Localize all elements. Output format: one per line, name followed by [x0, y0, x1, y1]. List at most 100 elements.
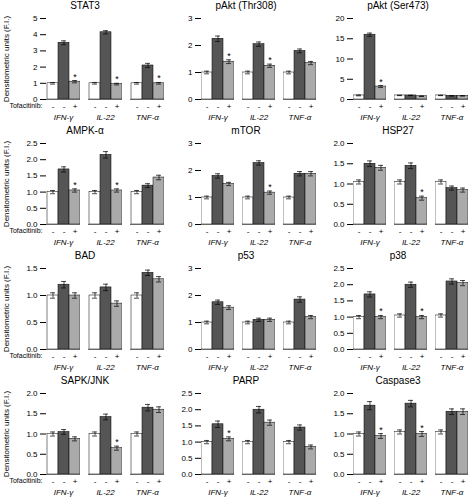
svg-text:+: +: [379, 102, 384, 111]
svg-text:1.0: 1.0: [333, 180, 345, 189]
svg-text:-: -: [440, 102, 443, 111]
svg-text:+: +: [115, 227, 120, 236]
svg-text:1.5: 1.5: [26, 264, 38, 273]
svg-text:0.0: 0.0: [181, 470, 193, 479]
svg-text:1.0: 1.0: [26, 188, 38, 197]
svg-text:Densitometric units (F.I.): Densitometric units (F.I.): [2, 16, 11, 103]
svg-text:*: *: [73, 180, 77, 190]
svg-text:+: +: [420, 227, 425, 236]
svg-text:10: 10: [336, 55, 345, 64]
svg-text:0.5: 0.5: [26, 318, 38, 327]
svg-text:-: -: [52, 227, 55, 236]
svg-text:IL-22: IL-22: [96, 363, 115, 372]
svg-text:0.5: 0.5: [181, 454, 193, 463]
svg-text:-: -: [288, 227, 291, 236]
svg-text:2.0: 2.0: [26, 389, 38, 398]
svg-text:TNF-α: TNF-α: [289, 363, 312, 372]
svg-text:3: 3: [33, 46, 38, 55]
svg-text:*: *: [227, 51, 231, 61]
svg-text:-: -: [258, 477, 261, 486]
svg-text:0: 0: [188, 345, 193, 354]
svg-text:2: 2: [188, 166, 193, 175]
svg-text:1.5: 1.5: [26, 171, 38, 180]
svg-text:0.0: 0.0: [333, 345, 345, 354]
svg-text:-: -: [410, 102, 413, 111]
svg-text:-: -: [94, 477, 97, 486]
svg-text:TNF-α: TNF-α: [441, 488, 464, 497]
svg-text:3: 3: [188, 139, 193, 148]
svg-text:Tofacitinib:: Tofacitinib:: [9, 477, 42, 484]
svg-text:IFN-γ: IFN-γ: [208, 363, 229, 372]
svg-text:15: 15: [336, 34, 345, 43]
svg-text:-: -: [299, 227, 302, 236]
svg-text:-: -: [440, 227, 443, 236]
svg-text:IFN-γ: IFN-γ: [208, 238, 229, 247]
svg-text:+: +: [309, 477, 314, 486]
svg-text:0.5: 0.5: [26, 450, 38, 459]
svg-text:1.0: 1.0: [333, 313, 345, 322]
svg-text:+: +: [227, 227, 232, 236]
svg-text:2.0: 2.0: [181, 405, 193, 414]
svg-text:Tofacitinib:: Tofacitinib:: [9, 352, 42, 359]
svg-text:Densitometric units (F.I.): Densitometric units (F.I.): [2, 266, 11, 353]
svg-text:1.0: 1.0: [26, 291, 38, 300]
svg-text:-: -: [288, 352, 291, 361]
svg-text:0.5: 0.5: [333, 329, 345, 338]
svg-text:TNF-α: TNF-α: [289, 238, 312, 247]
svg-text:IFN-γ: IFN-γ: [54, 238, 75, 247]
svg-text:IFN-γ: IFN-γ: [54, 488, 75, 497]
svg-text:+: +: [379, 352, 384, 361]
svg-text:-: -: [136, 352, 139, 361]
svg-text:+: +: [157, 352, 162, 361]
svg-text:2: 2: [33, 63, 38, 72]
svg-text:1.0: 1.0: [181, 438, 193, 447]
svg-text:TNF-α: TNF-α: [441, 113, 464, 122]
svg-text:-: -: [247, 352, 250, 361]
svg-text:TNF-α: TNF-α: [136, 113, 159, 122]
svg-text:TNF-α: TNF-α: [136, 488, 159, 497]
svg-text:*: *: [268, 182, 272, 192]
svg-text:-: -: [94, 102, 97, 111]
svg-text:*: *: [115, 180, 119, 190]
svg-text:-: -: [52, 352, 55, 361]
svg-text:+: +: [227, 352, 232, 361]
svg-text:IFN-γ: IFN-γ: [360, 113, 381, 122]
svg-text:+: +: [309, 227, 314, 236]
svg-text:+: +: [309, 102, 314, 111]
svg-text:IL-22: IL-22: [250, 363, 269, 372]
svg-text:TNF-α: TNF-α: [441, 238, 464, 247]
svg-text:+: +: [227, 102, 232, 111]
svg-text:-: -: [217, 352, 220, 361]
svg-text:IFN-γ: IFN-γ: [208, 113, 229, 122]
svg-text:-: -: [410, 477, 413, 486]
svg-text:1: 1: [188, 68, 193, 77]
svg-text:1: 1: [188, 318, 193, 327]
svg-text:+: +: [268, 477, 273, 486]
svg-text:-: -: [369, 227, 372, 236]
svg-text:2.5: 2.5: [333, 264, 345, 273]
svg-text:+: +: [157, 102, 162, 111]
svg-text:*: *: [420, 306, 424, 316]
svg-text:1.5: 1.5: [26, 409, 38, 418]
svg-text:-: -: [288, 477, 291, 486]
svg-text:IL-22: IL-22: [96, 488, 115, 497]
svg-text:IFN-γ: IFN-γ: [208, 488, 229, 497]
svg-text:IFN-γ: IFN-γ: [54, 363, 75, 372]
svg-text:-: -: [206, 477, 209, 486]
svg-text:-: -: [147, 477, 150, 486]
svg-text:-: -: [451, 227, 454, 236]
svg-text:5: 5: [33, 14, 38, 23]
svg-text:-: -: [247, 227, 250, 236]
svg-text:+: +: [461, 102, 466, 111]
svg-text:-: -: [451, 102, 454, 111]
svg-text:-: -: [247, 477, 250, 486]
svg-text:2.5: 2.5: [26, 139, 38, 148]
svg-text:-: -: [358, 102, 361, 111]
svg-text:-: -: [299, 102, 302, 111]
svg-text:IL-22: IL-22: [96, 238, 115, 247]
svg-text:+: +: [268, 352, 273, 361]
svg-text:1.5: 1.5: [333, 296, 345, 305]
svg-text:+: +: [379, 227, 384, 236]
svg-text:0.5: 0.5: [333, 450, 345, 459]
svg-text:+: +: [461, 227, 466, 236]
